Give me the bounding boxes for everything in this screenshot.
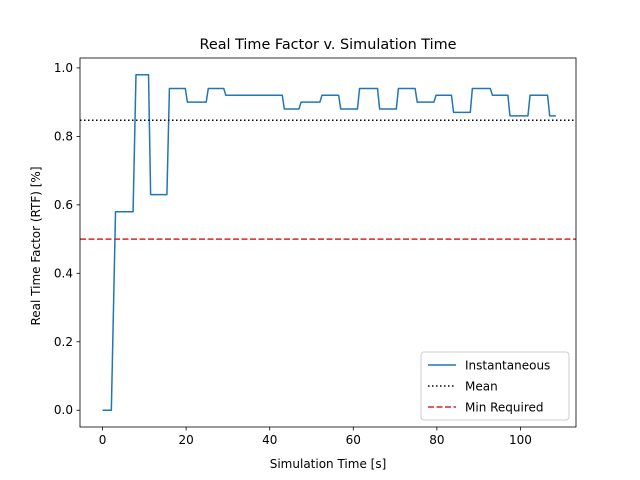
- y-tick-label: 0.8: [54, 129, 73, 143]
- legend-box: [420, 351, 570, 421]
- y-axis-label: Real Time Factor (RTF) [%]: [29, 166, 43, 325]
- x-tick-label: 80: [429, 433, 444, 447]
- chart-title: Real Time Factor v. Simulation Time: [199, 37, 456, 53]
- y-tick-label: 0.6: [54, 198, 73, 212]
- legend: Instantaneous Mean Min Required: [420, 351, 570, 421]
- y-tick-label: 1.0: [54, 61, 73, 75]
- x-tick-label: 40: [262, 433, 277, 447]
- y-tick-label: 0.0: [54, 403, 73, 417]
- legend-entry: Mean: [465, 380, 498, 394]
- legend-entry: Min Required: [465, 401, 544, 415]
- axes: 0 20 40 60 80 100 0.0 0.2 0.4 0.6 0.8 1.0: [54, 57, 577, 447]
- axes-frame: [79, 57, 577, 428]
- x-tick-label: 20: [178, 433, 193, 447]
- legend-entry: Instantaneous: [465, 359, 550, 373]
- y-tick-label: 0.4: [54, 266, 73, 280]
- y-tick-label: 0.2: [54, 335, 73, 349]
- x-tick-label: 0: [99, 433, 107, 447]
- series-line-instantaneous: [102, 74, 556, 411]
- x-tick-label: 60: [346, 433, 361, 447]
- x-tick-label: 100: [509, 433, 532, 447]
- plot-area: [80, 74, 576, 411]
- x-axis-label: Simulation Time [s]: [270, 457, 387, 471]
